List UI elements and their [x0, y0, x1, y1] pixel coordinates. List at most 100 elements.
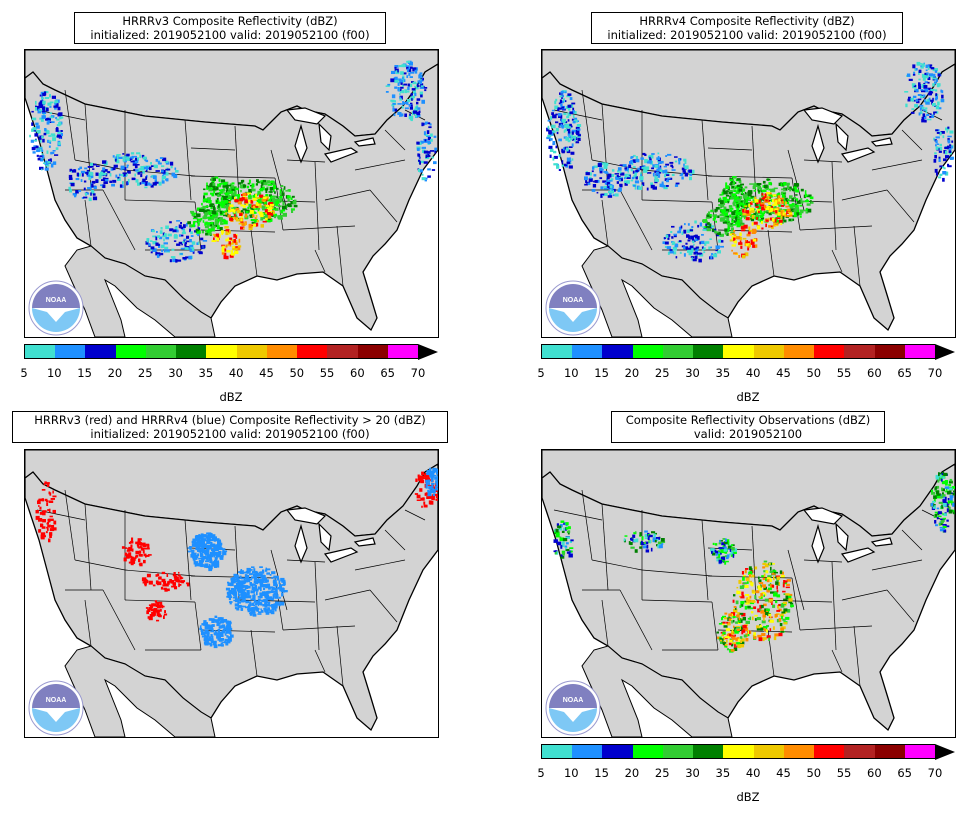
reflectivity-cell — [718, 623, 722, 625]
reflectivity-cell — [204, 222, 207, 226]
great-lake — [294, 523, 308, 564]
reflectivity-cell — [247, 585, 251, 589]
reflectivity-cell — [947, 505, 950, 508]
reflectivity-cell — [624, 167, 628, 170]
reflectivity-cell — [782, 215, 785, 220]
reflectivity-cell — [589, 176, 592, 179]
reflectivity-cell — [209, 643, 213, 647]
reflectivity-cell — [48, 145, 51, 148]
reflectivity-cell — [681, 231, 684, 235]
panel-title: Composite Reflectivity Observations (dBZ… — [611, 411, 885, 443]
reflectivity-cell — [741, 591, 744, 596]
reflectivity-cell — [693, 243, 695, 246]
map-hrrrv4[interactable]: NOAA — [541, 49, 956, 338]
reflectivity-cell — [134, 165, 138, 169]
reflectivity-cell — [665, 234, 669, 238]
reflectivity-cell — [758, 582, 764, 585]
reflectivity-cell — [174, 167, 177, 170]
reflectivity-cell — [684, 160, 687, 164]
reflectivity-cell — [216, 200, 218, 203]
reflectivity-cell — [205, 565, 209, 568]
reflectivity-cell — [656, 538, 659, 541]
reflectivity-cell — [565, 164, 568, 167]
reflectivity-cell — [266, 193, 268, 197]
reflectivity-cell — [112, 167, 116, 171]
reflectivity-cell — [253, 580, 258, 584]
map-hrrrv3[interactable]: NOAA — [24, 49, 439, 338]
reflectivity-cell — [210, 203, 215, 205]
reflectivity-cell — [41, 149, 44, 152]
reflectivity-cell — [571, 118, 576, 121]
reflectivity-cell — [240, 577, 245, 580]
reflectivity-cell — [949, 480, 953, 484]
reflectivity-cell — [569, 134, 573, 139]
colorbar-segment — [206, 344, 237, 359]
reflectivity-cell — [229, 627, 233, 631]
map-observations[interactable]: NOAA — [541, 449, 956, 738]
reflectivity-cell — [86, 174, 90, 177]
reflectivity-cell — [287, 189, 291, 191]
reflectivity-cell — [720, 551, 722, 555]
reflectivity-cell — [228, 188, 232, 191]
reflectivity-cell — [91, 183, 94, 188]
reflectivity-cell — [702, 219, 706, 222]
reflectivity-cell — [559, 99, 563, 104]
reflectivity-cell — [417, 474, 420, 478]
great-lake — [323, 147, 359, 163]
map-canvas: NOAA — [542, 50, 955, 337]
reflectivity-cell — [935, 140, 938, 144]
reflectivity-cell — [907, 98, 911, 102]
reflectivity-cell — [257, 203, 262, 206]
reflectivity-cell — [414, 69, 418, 74]
reflectivity-cell — [223, 183, 226, 187]
reflectivity-cell — [791, 202, 795, 206]
reflectivity-cell — [417, 153, 420, 157]
reflectivity-cell — [393, 108, 398, 112]
colorbar-segment — [632, 344, 663, 359]
reflectivity-cell — [263, 196, 267, 200]
reflectivity-cell — [260, 587, 262, 592]
reflectivity-cell — [939, 165, 943, 168]
reflectivity-cell — [221, 630, 226, 634]
reflectivity-cell — [656, 177, 658, 181]
reflectivity-cell — [769, 628, 772, 631]
state-border — [250, 629, 258, 677]
reflectivity-cell — [128, 546, 133, 550]
reflectivity-cell — [665, 163, 670, 166]
reflectivity-cell — [416, 105, 419, 108]
reflectivity-cell — [733, 606, 737, 608]
reflectivity-cell — [270, 610, 275, 615]
reflectivity-cell — [650, 547, 653, 552]
reflectivity-cell — [944, 146, 949, 150]
reflectivity-cell — [261, 182, 264, 186]
reflectivity-cell — [680, 172, 684, 176]
reflectivity-cell — [57, 131, 62, 134]
reflectivity-cell — [266, 610, 269, 613]
map-comparison[interactable]: NOAA — [24, 449, 439, 738]
reflectivity-cell — [47, 102, 52, 106]
reflectivity-cell — [774, 206, 777, 209]
reflectivity-cell — [279, 192, 283, 196]
reflectivity-cell — [751, 214, 755, 219]
reflectivity-cell — [36, 154, 39, 157]
reflectivity-cell — [280, 214, 284, 217]
reflectivity-cell — [263, 607, 267, 610]
reflectivity-cell — [657, 156, 660, 158]
reflectivity-cell — [416, 147, 420, 151]
reflectivity-cell — [788, 208, 794, 211]
reflectivity-cell — [250, 583, 253, 587]
reflectivity-cell — [694, 255, 698, 259]
reflectivity-cell — [410, 118, 413, 121]
reflectivity-cell — [120, 184, 123, 188]
reflectivity-cell — [180, 226, 184, 229]
reflectivity-cell — [148, 243, 151, 246]
reflectivity-cell — [225, 201, 231, 204]
reflectivity-cell — [938, 501, 943, 504]
reflectivity-cell — [639, 546, 642, 549]
reflectivity-cell — [804, 190, 807, 194]
reflectivity-cell — [781, 611, 786, 614]
reflectivity-cell — [422, 477, 428, 480]
state-border — [701, 519, 709, 601]
reflectivity-cell — [138, 563, 143, 566]
reflectivity-cell — [786, 200, 789, 203]
